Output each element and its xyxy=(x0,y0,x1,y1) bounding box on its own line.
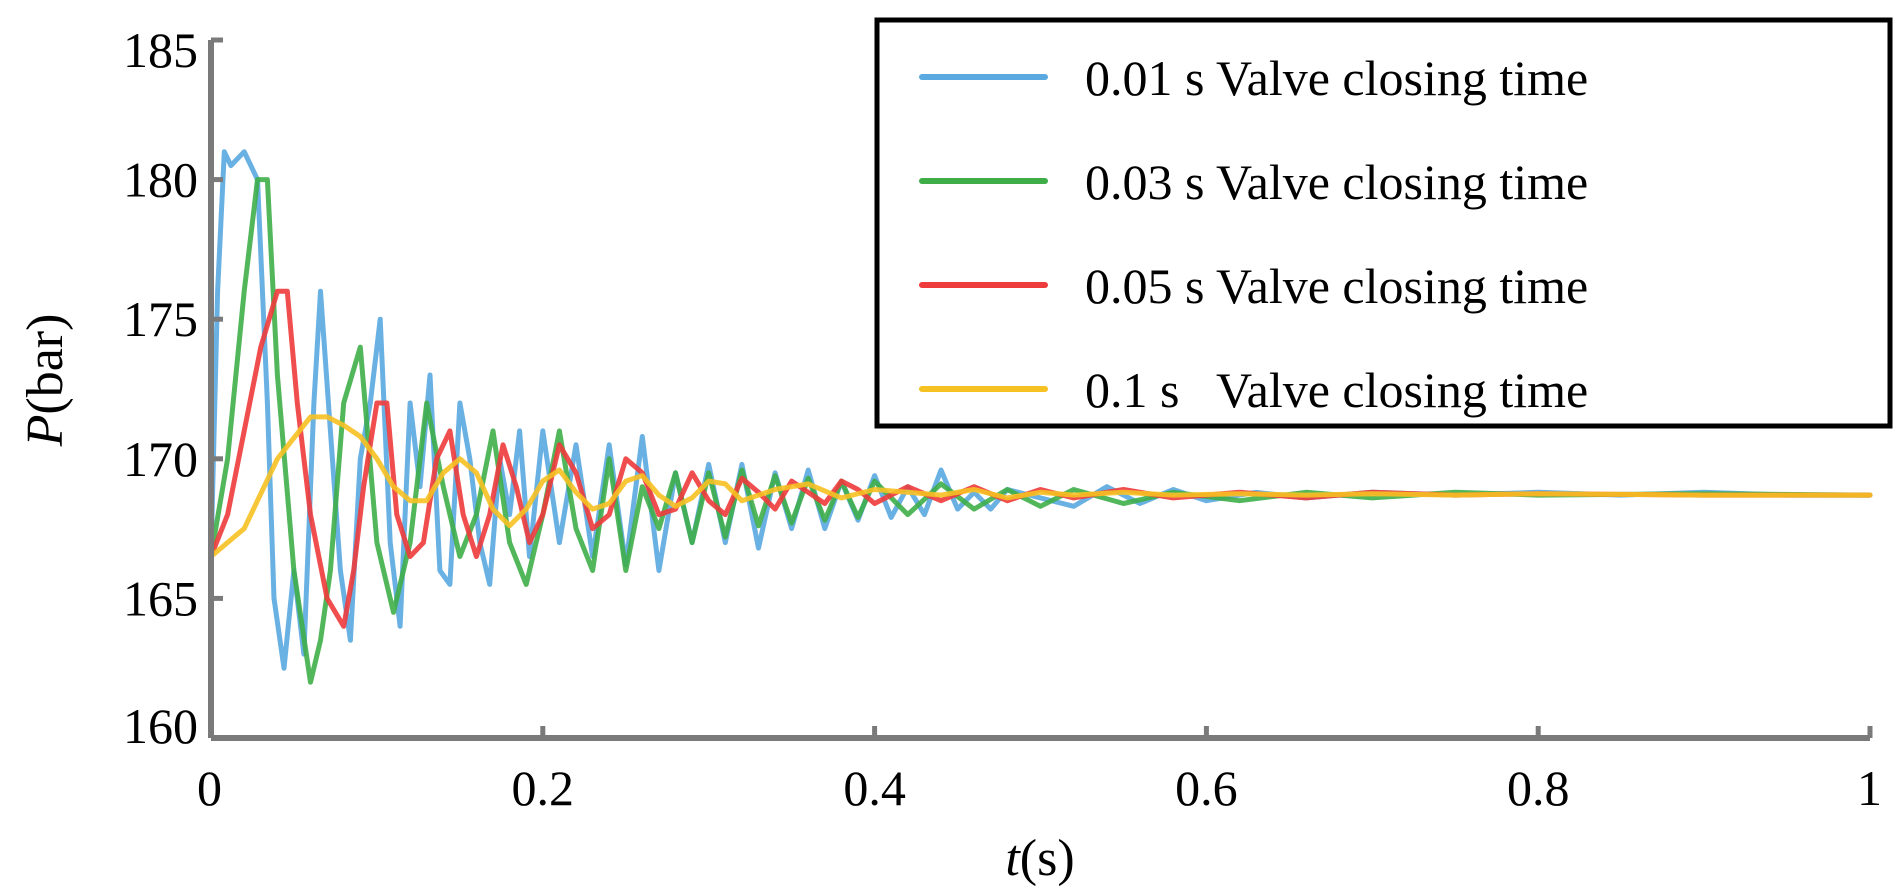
x-axis-label: t(s) xyxy=(1005,830,1074,887)
y-tick-label: 165 xyxy=(123,570,198,626)
y-tick-label: 160 xyxy=(123,698,198,754)
series-layer xyxy=(208,149,1873,685)
x-ticks: 0 0.2 0.4 0.6 0.8 1 xyxy=(197,726,1882,816)
x-tick-label: 0.2 xyxy=(512,760,575,816)
y-tick-label: 185 xyxy=(123,22,198,78)
x-axis-label-var: t xyxy=(1005,830,1021,887)
y-tick-label: 175 xyxy=(123,291,198,347)
y-axis-label: P(bar) xyxy=(17,314,74,448)
y-axis-label-unit: (bar) xyxy=(17,314,74,415)
x-axis-label-unit: (s) xyxy=(1020,830,1075,887)
x-tick-label: 0.8 xyxy=(1507,760,1570,816)
legend-label-2: 0.05 s Valve closing time xyxy=(1085,258,1588,314)
legend-label-0: 0.01 s Valve closing time xyxy=(1085,50,1588,106)
series-line-2 xyxy=(208,288,1873,629)
legend: 0.01 s Valve closing time 0.03 s Valve cl… xyxy=(874,17,1893,429)
legend-box xyxy=(874,17,1893,429)
legend-items: 0.01 s Valve closing time 0.03 s Valve cl… xyxy=(919,50,1588,418)
series-line-3 xyxy=(208,414,1873,559)
x-tick-label: 0 xyxy=(197,760,222,816)
y-tick-label: 170 xyxy=(123,431,198,487)
y-axis-label-var: P xyxy=(17,415,74,448)
x-tick-label: 0.6 xyxy=(1175,760,1238,816)
legend-label-1: 0.03 s Valve closing time xyxy=(1085,154,1588,210)
y-ticks: 160 165 170 175 180 185 xyxy=(123,22,223,754)
series-line-1 xyxy=(208,177,1873,685)
x-tick-label: 0.4 xyxy=(843,760,906,816)
legend-label-3: 0.1 s Valve closing time xyxy=(1085,362,1588,418)
x-tick-label: 1 xyxy=(1857,760,1882,816)
y-tick-label: 180 xyxy=(123,152,198,208)
